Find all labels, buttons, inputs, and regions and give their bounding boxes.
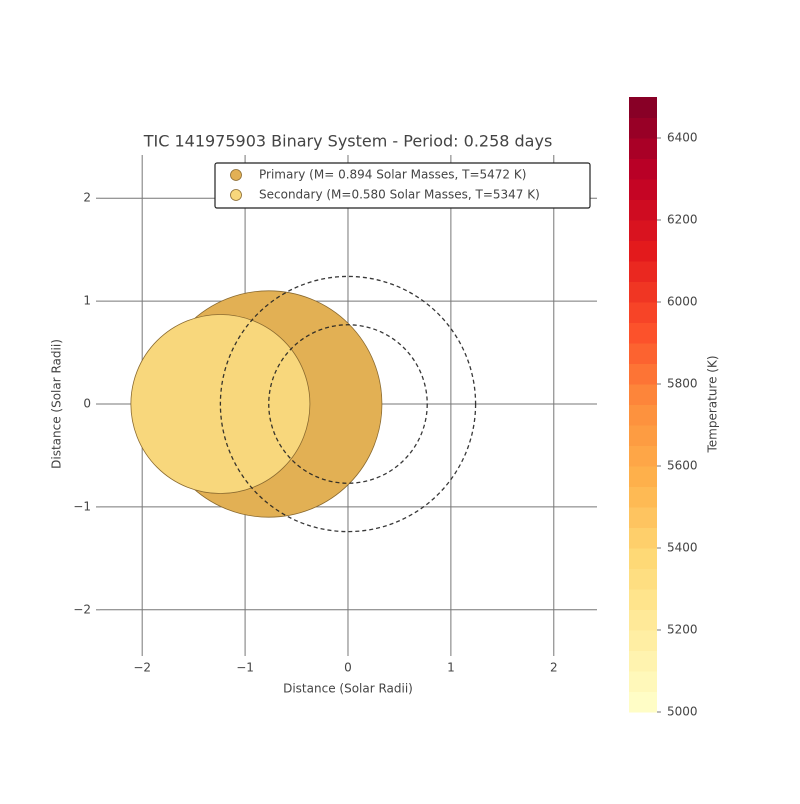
- y-tick-label: 0: [83, 397, 91, 411]
- colorbar-tick-label: 5000: [667, 705, 698, 719]
- colorbar-band: [629, 281, 657, 303]
- y-tick-label: 2: [83, 191, 91, 205]
- x-tick-label: 2: [550, 661, 558, 675]
- colorbar-band: [629, 117, 657, 139]
- colorbar-band: [629, 630, 657, 651]
- colorbar-band: [629, 179, 657, 200]
- colorbar-tick-label: 6200: [667, 213, 698, 227]
- legend-marker: [230, 189, 242, 201]
- colorbar-band: [629, 199, 657, 221]
- x-tick-label: 1: [447, 661, 455, 675]
- colorbar-band: [629, 486, 657, 508]
- orbit: [268, 324, 428, 484]
- colorbar-band: [629, 322, 657, 344]
- colorbar-band: [629, 548, 657, 569]
- y-axis-label: Distance (Solar Radii): [50, 339, 64, 469]
- colorbar-band: [629, 466, 657, 487]
- colorbar-band: [629, 240, 657, 262]
- colorbar-band: [629, 384, 657, 405]
- y-tick-label: −2: [73, 602, 91, 616]
- colorbar-band: [629, 404, 657, 426]
- colorbar-band: [629, 650, 657, 672]
- colorbar-tick-label: 6000: [667, 295, 698, 309]
- y-tick-label: −1: [73, 499, 91, 513]
- colorbar-band: [629, 445, 657, 467]
- legend-label: Primary (M= 0.894 Solar Masses, T=5472 K…: [259, 168, 526, 182]
- colorbar-tick-label: 5800: [667, 377, 698, 391]
- colorbar-band: [629, 425, 657, 446]
- x-axis-label: Distance (Solar Radii): [283, 682, 413, 696]
- colorbar-band: [629, 302, 657, 323]
- colorbar-band: [629, 691, 657, 713]
- colorbar-tick-label: 6400: [667, 131, 698, 145]
- legend-marker: [230, 169, 242, 181]
- chart-title: TIC 141975903 Binary System - Period: 0.…: [143, 132, 553, 151]
- colorbar-band: [629, 671, 657, 692]
- colorbar-band: [629, 158, 657, 180]
- colorbar-band: [629, 568, 657, 590]
- x-tick-label: −1: [236, 661, 254, 675]
- colorbar-band: [629, 261, 657, 282]
- colorbar-tick-label: 5400: [667, 541, 698, 555]
- colorbar-tick-label: 5200: [667, 623, 698, 637]
- colorbar-tick-label: 5600: [667, 459, 698, 473]
- colorbar-band: [629, 343, 657, 364]
- colorbar-label: Temperature (K): [706, 355, 720, 453]
- x-tick-label: −2: [133, 661, 151, 675]
- colorbar-band: [629, 138, 657, 159]
- x-tick-label: 0: [344, 661, 352, 675]
- colorbar-band: [629, 363, 657, 385]
- colorbar-band: [629, 220, 657, 241]
- colorbar: [629, 97, 661, 713]
- colorbar-band: [629, 97, 657, 118]
- colorbar-band: [629, 527, 657, 549]
- colorbar-band: [629, 507, 657, 528]
- plot-area: [130, 275, 477, 533]
- legend-label: Secondary (M=0.580 Solar Masses, T=5347 …: [259, 188, 540, 202]
- legend-box: [214, 162, 591, 209]
- y-tick-label: 1: [83, 294, 91, 308]
- colorbar-band: [629, 589, 657, 610]
- orbit: [219, 275, 477, 533]
- colorbar-band: [629, 609, 657, 631]
